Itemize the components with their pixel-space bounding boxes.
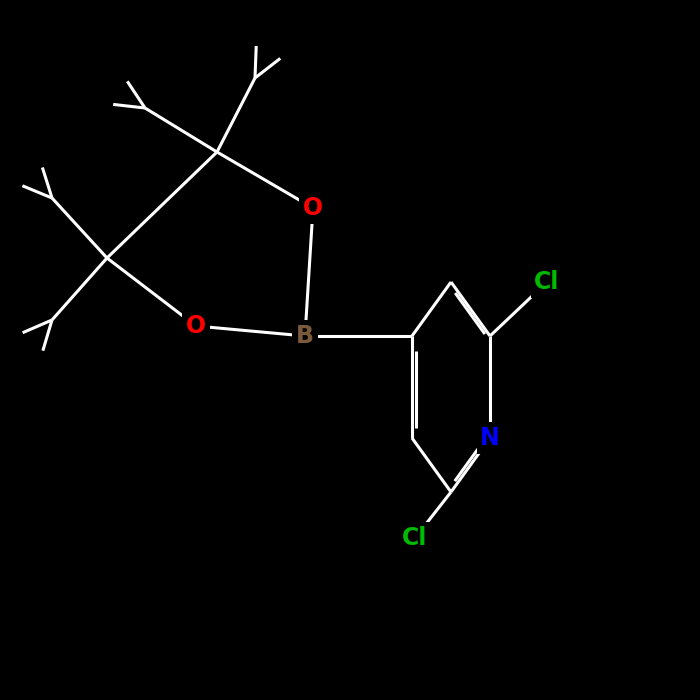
- Text: B: B: [296, 324, 314, 348]
- Text: O: O: [303, 196, 323, 220]
- Text: N: N: [480, 426, 500, 450]
- Text: O: O: [186, 314, 206, 338]
- Text: Cl: Cl: [402, 526, 428, 550]
- Text: Cl: Cl: [534, 270, 560, 294]
